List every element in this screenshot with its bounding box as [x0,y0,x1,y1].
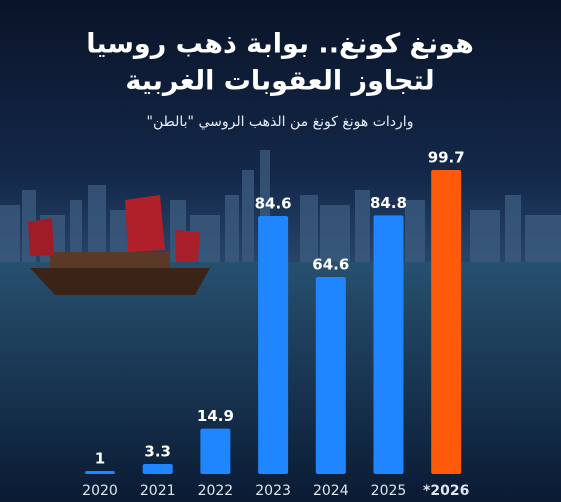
bar [373,215,404,474]
x-tick-label: 2020 [82,483,118,499]
bar [431,170,462,474]
x-tick-label: 2025 [371,483,407,499]
x-tick-label: 2024 [313,483,349,499]
chart-subtitle: واردات هونغ كونغ من الذهب الروسي "بالطن" [147,114,414,130]
x-tick-label: 2021 [140,483,176,499]
value-label: 84.6 [255,195,292,213]
junk-boat [28,195,210,295]
chart-title: لتجاوز العقوبات الغربية [125,66,434,97]
value-label: 84.8 [370,194,407,212]
x-tick-label: 2022 [198,483,234,499]
value-label: 3.3 [144,442,171,460]
value-label: 1 [95,449,105,467]
chart-title: هونغ كونغ.. بوابة ذهب روسيا [86,29,474,60]
bar [315,277,346,474]
bar [200,428,231,474]
bar [142,463,173,474]
x-tick-label: 2023 [255,483,291,499]
value-label: 64.6 [312,256,349,274]
x-tick-label: *2026 [423,483,469,499]
value-label: 14.9 [197,407,234,425]
bar [85,470,115,474]
value-label: 99.7 [428,149,465,167]
bar [258,216,289,475]
